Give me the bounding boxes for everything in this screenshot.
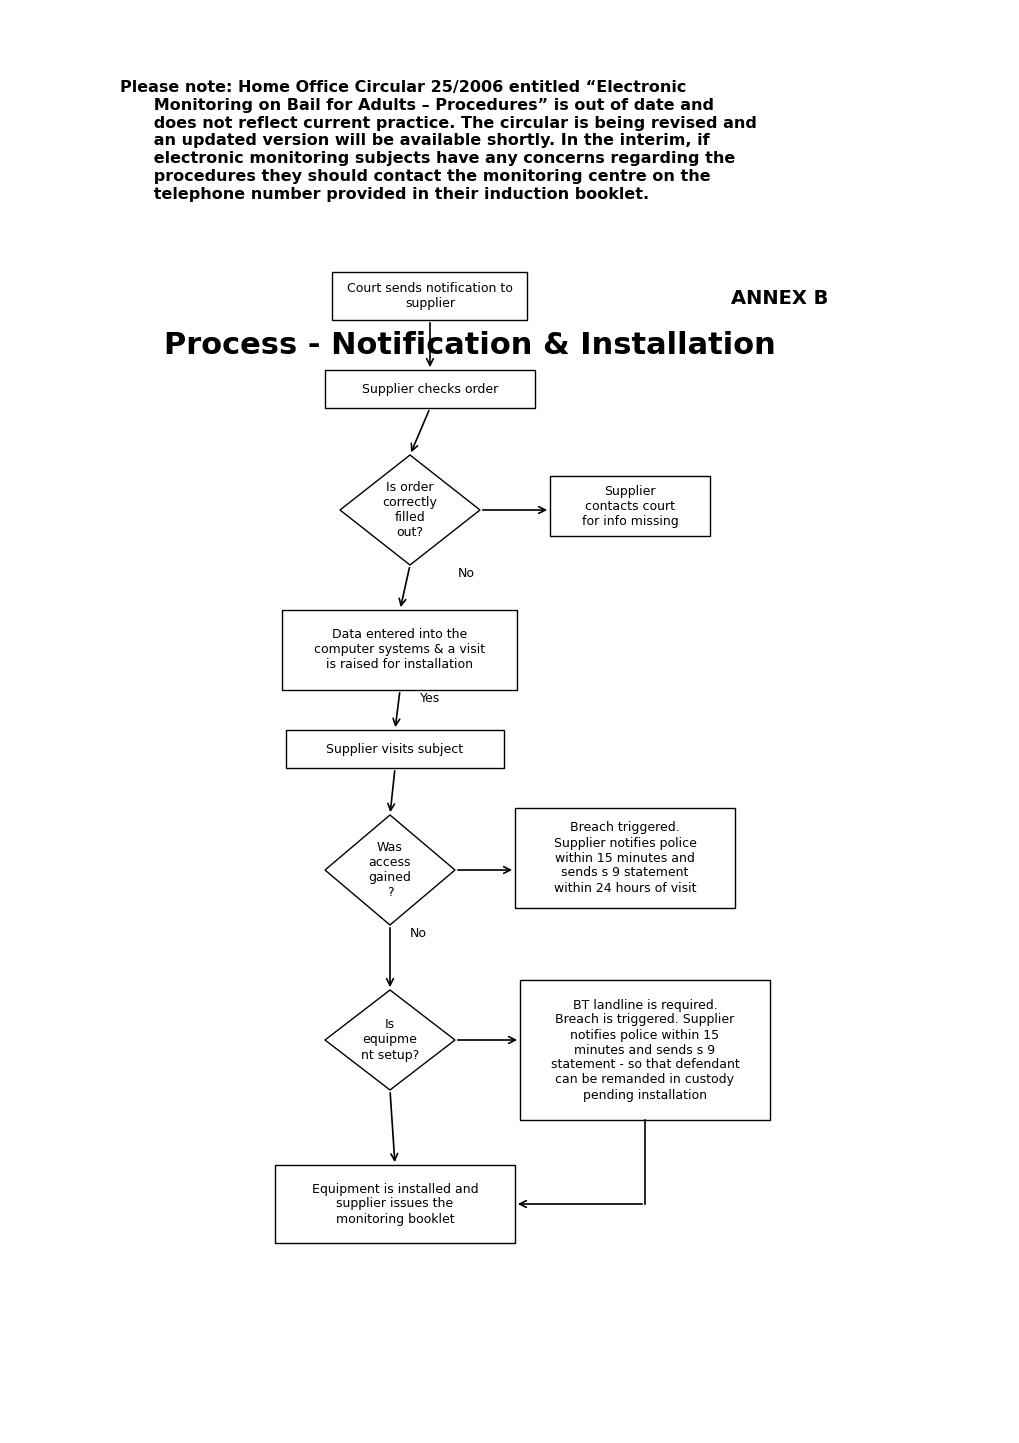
Polygon shape	[325, 990, 454, 1089]
Text: ANNEX B: ANNEX B	[731, 289, 827, 307]
Text: Is
equipme
nt setup?: Is equipme nt setup?	[361, 1019, 419, 1062]
FancyBboxPatch shape	[549, 476, 709, 535]
Text: Monitoring on Bail for Adults – Procedures” is out of date and: Monitoring on Bail for Adults – Procedur…	[120, 98, 713, 113]
Text: Please note: Home Office Circular 25/2006 entitled “Electronic: Please note: Home Office Circular 25/200…	[120, 79, 686, 95]
FancyBboxPatch shape	[275, 1165, 515, 1242]
FancyBboxPatch shape	[515, 808, 735, 908]
Text: Was
access
gained
?: Was access gained ?	[368, 841, 411, 899]
Text: telephone number provided in their induction booklet.: telephone number provided in their induc…	[120, 188, 648, 202]
FancyBboxPatch shape	[520, 980, 769, 1120]
FancyBboxPatch shape	[332, 271, 527, 320]
Text: an updated version will be available shortly. In the interim, if: an updated version will be available sho…	[120, 133, 709, 149]
FancyBboxPatch shape	[325, 369, 535, 408]
Text: Supplier checks order: Supplier checks order	[362, 382, 497, 395]
Text: Supplier visits subject: Supplier visits subject	[326, 743, 463, 756]
Text: No: No	[458, 567, 475, 580]
Polygon shape	[325, 815, 454, 925]
Text: Yes: Yes	[420, 693, 440, 706]
Text: electronic monitoring subjects have any concerns regarding the: electronic monitoring subjects have any …	[120, 152, 735, 166]
Text: Breach triggered.
Supplier notifies police
within 15 minutes and
sends s 9 state: Breach triggered. Supplier notifies poli…	[553, 821, 696, 895]
Text: does not reflect current practice. The circular is being revised and: does not reflect current practice. The c…	[120, 115, 756, 131]
Text: Process - Notification & Installation: Process - Notification & Installation	[164, 330, 775, 359]
Text: Equipment is installed and
supplier issues the
monitoring booklet: Equipment is installed and supplier issu…	[312, 1182, 478, 1225]
Text: Is order
correctly
filled
out?: Is order correctly filled out?	[382, 481, 437, 540]
FancyBboxPatch shape	[285, 730, 503, 768]
Text: No: No	[410, 926, 427, 939]
Polygon shape	[339, 455, 480, 566]
Text: Supplier
contacts court
for info missing: Supplier contacts court for info missing	[581, 485, 678, 528]
Text: Court sends notification to
supplier: Court sends notification to supplier	[346, 281, 513, 310]
Text: procedures they should contact the monitoring centre on the: procedures they should contact the monit…	[120, 169, 710, 185]
FancyBboxPatch shape	[282, 610, 517, 690]
Text: Data entered into the
computer systems & a visit
is raised for installation: Data entered into the computer systems &…	[314, 629, 485, 671]
Text: BT landline is required.
Breach is triggered. Supplier
notifies police within 15: BT landline is required. Breach is trigg…	[550, 999, 739, 1101]
